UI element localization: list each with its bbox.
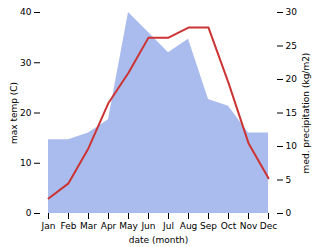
- svg-text:Dec: Dec: [260, 221, 277, 231]
- svg-text:10: 10: [286, 141, 298, 151]
- svg-text:30: 30: [286, 7, 298, 17]
- svg-text:20: 20: [20, 108, 32, 118]
- svg-text:40: 40: [20, 7, 32, 17]
- svg-text:Nov: Nov: [240, 221, 258, 231]
- svg-text:May: May: [119, 221, 138, 231]
- svg-text:30: 30: [20, 58, 32, 68]
- svg-text:Feb: Feb: [61, 221, 77, 231]
- svg-text:Mar: Mar: [80, 221, 97, 231]
- svg-text:20: 20: [286, 74, 298, 84]
- svg-text:Jun: Jun: [140, 221, 155, 231]
- svg-text:Jan: Jan: [41, 221, 56, 231]
- svg-text:med. precipitation (kg/m2): med. precipitation (kg/m2): [301, 53, 311, 174]
- svg-text:max temp (C): max temp (C): [9, 82, 19, 144]
- svg-text:0: 0: [26, 208, 32, 218]
- svg-text:date (month): date (month): [129, 235, 188, 245]
- svg-text:25: 25: [286, 41, 297, 51]
- svg-text:10: 10: [20, 158, 32, 168]
- svg-text:15: 15: [286, 108, 297, 118]
- svg-text:Jul: Jul: [162, 221, 174, 231]
- svg-text:Sep: Sep: [200, 221, 217, 231]
- svg-text:5: 5: [286, 175, 292, 185]
- svg-text:Apr: Apr: [101, 221, 117, 231]
- svg-text:Aug: Aug: [180, 221, 198, 231]
- svg-text:Oct: Oct: [221, 221, 237, 231]
- svg-text:0: 0: [286, 208, 292, 218]
